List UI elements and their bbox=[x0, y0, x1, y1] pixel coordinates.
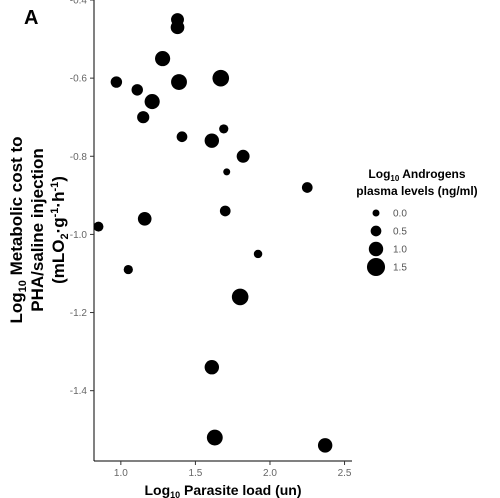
legend-label: 0.0 bbox=[393, 209, 407, 220]
y-axis-title-line1: Log10 Metabolic cost to bbox=[7, 137, 29, 324]
x-tick-label: 1.5 bbox=[188, 468, 202, 479]
legend-label: 1.5 bbox=[393, 263, 407, 274]
legend-label: 0.5 bbox=[393, 227, 407, 238]
y-axis-title: Log10 Metabolic cost to PHA/saline injec… bbox=[7, 137, 71, 324]
data-point bbox=[204, 360, 220, 375]
y-axis-ticks: -0.4 -0.6 -0.8 -1.0 -1.2 -1.4 bbox=[70, 0, 94, 397]
data-point bbox=[223, 168, 231, 176]
legend: Log10 Androgens plasma levels (ng/ml) 0.… bbox=[356, 167, 478, 277]
data-point bbox=[301, 182, 313, 193]
legend-swatch bbox=[368, 241, 384, 257]
data-point bbox=[204, 133, 220, 148]
data-point bbox=[137, 111, 150, 124]
legend-swatch bbox=[370, 225, 382, 237]
y-tick-label: -0.4 bbox=[70, 0, 88, 7]
data-point bbox=[206, 429, 223, 446]
legend-title-line2: plasma levels (ng/ml) bbox=[356, 184, 477, 198]
data-point bbox=[231, 288, 249, 306]
data-point bbox=[123, 264, 133, 275]
data-point bbox=[144, 94, 160, 110]
panel-label: A bbox=[24, 7, 38, 29]
data-point bbox=[171, 74, 187, 90]
x-tick-label: 2.5 bbox=[338, 468, 352, 479]
legend-label: 1.0 bbox=[393, 245, 407, 256]
legend-swatch bbox=[366, 257, 386, 277]
y-tick-label: -0.6 bbox=[70, 74, 88, 85]
y-tick-label: -0.8 bbox=[70, 152, 88, 163]
data-point bbox=[137, 211, 152, 226]
data-point bbox=[236, 149, 250, 163]
y-axis-title-line2: PHA/saline injection bbox=[28, 148, 47, 311]
x-axis-ticks: 1.0 1.5 2.0 2.5 bbox=[114, 461, 352, 479]
data-point bbox=[176, 131, 188, 143]
data-points bbox=[93, 13, 333, 453]
data-point bbox=[317, 438, 333, 453]
data-point bbox=[219, 205, 231, 217]
y-tick-label: -1.2 bbox=[70, 308, 88, 319]
data-point bbox=[212, 69, 230, 87]
legend-title-line1: Log10 Androgens bbox=[368, 167, 465, 183]
data-point bbox=[170, 20, 185, 35]
data-point bbox=[253, 249, 263, 259]
data-point bbox=[93, 221, 104, 232]
x-tick-label: 1.0 bbox=[114, 468, 128, 479]
x-axis-title: Log10 Parasite load (un) bbox=[144, 482, 301, 498]
y-axis-title-line3: (mLO2·g-1·h-1) bbox=[49, 176, 71, 284]
data-point bbox=[219, 124, 229, 134]
y-tick-label: -1.4 bbox=[70, 386, 88, 397]
y-tick-label: -1.0 bbox=[70, 230, 88, 241]
data-point bbox=[131, 84, 143, 96]
legend-swatch bbox=[372, 209, 380, 217]
data-point bbox=[155, 51, 171, 67]
legend-entries: 0.0 0.5 1.0 1.5 bbox=[366, 209, 407, 277]
x-tick-label: 2.0 bbox=[263, 468, 277, 479]
data-point bbox=[110, 76, 123, 88]
